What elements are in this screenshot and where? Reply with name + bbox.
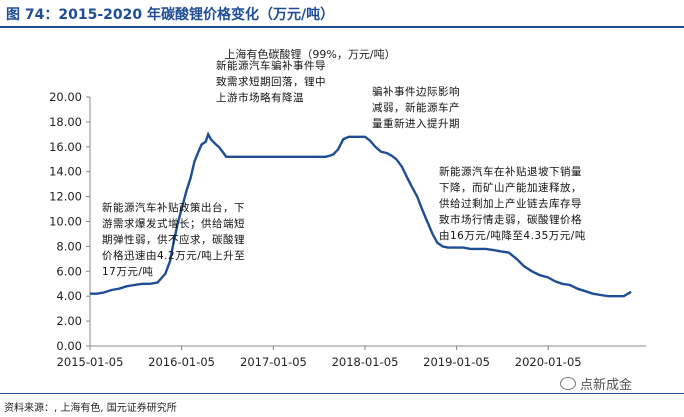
- annotation-subsidy-fraud: 新能源汽车骗补事件导 致需求短期回落，锂中 上游市场略有降温: [216, 60, 326, 104]
- y-tick-label: 18.00: [49, 115, 82, 129]
- figure-title: 图 74：2015-2020 年碳酸锂价格变化（万元/吨）: [6, 7, 335, 23]
- annotation-subsidy-reduction: 新能源汽车在补贴退坡下销量 下降，而矿山产能加速释放， 供给过剩加上产业链去库存…: [439, 166, 586, 242]
- x-tick-label: 2020-01-05: [515, 355, 582, 369]
- x-tick-label: 2015-01-05: [57, 355, 124, 369]
- y-tick-label: 16.00: [49, 140, 82, 154]
- chart-title: 上海有色碳酸锂（99%，万元/吨）: [224, 47, 395, 61]
- y-tick-label: 10.00: [49, 215, 82, 229]
- wechat-icon: [560, 377, 576, 390]
- source-note: 资料来源：, 上海有色, 国元证券研究所: [4, 403, 177, 414]
- watermark-text: 点新成金: [580, 378, 633, 393]
- y-tick-label: 12.00: [49, 190, 82, 204]
- x-tick-label: 2016-01-05: [148, 355, 215, 369]
- y-tick-label: 8.00: [56, 239, 82, 253]
- y-tick-label: 6.00: [56, 264, 82, 278]
- y-tick-label: 14.00: [49, 165, 82, 179]
- x-axis: 2015-01-05 2016-01-05 2017-01-05 2018-01-05…: [57, 345, 646, 369]
- watermark: 点新成金: [560, 374, 632, 393]
- title-rule: [0, 26, 684, 28]
- y-tick-label: 4.00: [56, 289, 82, 303]
- x-tick-label: 2018-01-05: [332, 355, 399, 369]
- y-axis: 0.00 2.00 4.00 6.00 8.00 10.00 12.00 14.00 16.00…: [49, 90, 91, 353]
- annotation-production-recovery: 骗补事件边际影响 减弱，新能源车产 量重新进入提升期: [372, 86, 460, 130]
- bottom-rule: [0, 393, 684, 394]
- y-tick-label: 2.00: [56, 314, 82, 328]
- x-tick-label: 2017-01-05: [240, 355, 307, 369]
- y-tick-label: 0.00: [56, 339, 82, 353]
- series-line: [90, 131, 632, 298]
- line-chart: 上海有色碳酸锂（99%，万元/吨） 0.00 2.00 4.00 6.00 8.00 10…: [49, 47, 646, 369]
- x-tick-label: 2019-01-05: [423, 355, 490, 369]
- y-tick-label: 20.00: [49, 90, 82, 104]
- annotation-subsidy-launch: 新能源汽车补贴政策出台，下 游需求爆发式增长；供给端短 期弹性弱，供不应求，碳酸…: [102, 202, 246, 278]
